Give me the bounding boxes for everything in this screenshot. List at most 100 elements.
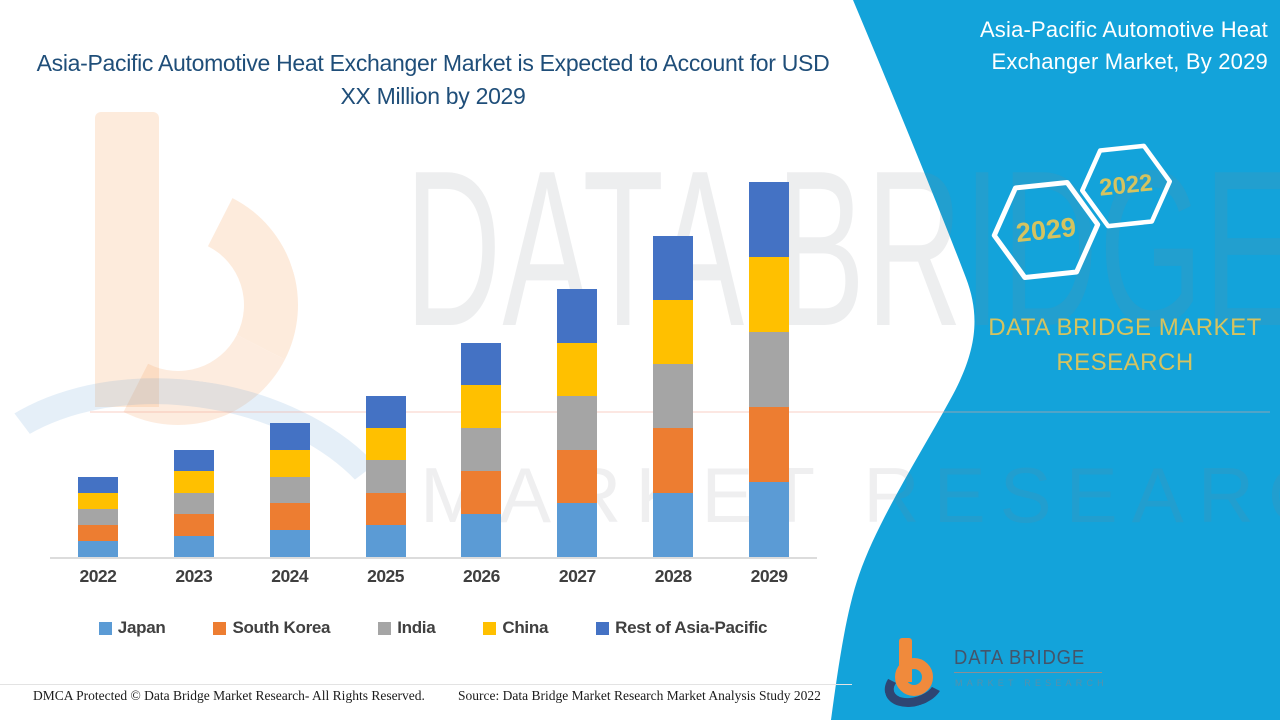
bar-segment-south-korea (77, 524, 118, 541)
bar-slot-2028: 2028 (625, 170, 721, 586)
databridge-logo: DATA BRIDGE MARKET RESEARCH (878, 638, 1266, 716)
legend-label: India (397, 618, 436, 637)
x-axis-label: 2024 (271, 566, 309, 586)
logo-underline (954, 672, 1102, 673)
x-axis-label: 2029 (750, 566, 788, 586)
footer-dmca-text: DMCA Protected © Data Bridge Market Rese… (33, 688, 425, 703)
stacked-bar-chart: 2022 2023 2024 2025 2026 2027 2028 2029 (50, 170, 817, 586)
legend-item-india: India (378, 618, 436, 638)
legend-swatch-icon (98, 621, 112, 635)
bar-segment-china (557, 342, 598, 397)
legend-label: Japan (117, 618, 166, 637)
bar-slot-2026: 2026 (434, 170, 530, 586)
logo-subtitle: MARKET RESEARCH (955, 678, 1108, 688)
bar-2027 (557, 289, 598, 557)
chart-title: Asia-Pacific Automotive Heat Exchanger M… (36, 50, 830, 109)
bar-segment-china (77, 492, 118, 509)
x-axis-label: 2027 (558, 566, 596, 586)
hexagon-badge-2022: 2022 (1075, 139, 1177, 232)
bar-slot-2023: 2023 (146, 170, 242, 586)
bar-segment-india (173, 492, 214, 515)
bar-segment-india (749, 332, 790, 407)
bar-segment-japan (461, 514, 502, 557)
legend-swatch-icon (483, 621, 497, 635)
bar-segment-japan (557, 503, 598, 557)
bar-2022 (77, 476, 118, 557)
bar-slot-2024: 2024 (242, 170, 338, 586)
bar-segment-rest-of-asia-pacific (173, 450, 214, 472)
bar-segment-south-korea (461, 471, 502, 515)
legend-label: China (502, 618, 549, 637)
footer-divider (0, 684, 852, 685)
bar-segment-rest-of-asia-pacific (461, 342, 502, 386)
bar-2028 (653, 235, 694, 557)
bar-segment-south-korea (653, 428, 694, 493)
bar-segment-south-korea (173, 514, 214, 536)
watermark-databridge-text: DATA BRIDGE (405, 125, 1280, 373)
bar-segment-china (365, 428, 406, 461)
bar-2025 (365, 396, 406, 557)
hexagon-outline (1079, 143, 1173, 229)
x-axis-label: 2026 (462, 566, 500, 586)
bar-2026 (461, 342, 502, 557)
bar-slot-2022: 2022 (50, 170, 146, 586)
bar-2023 (173, 450, 214, 557)
bar-segment-japan (653, 492, 694, 557)
bar-segment-south-korea (749, 407, 790, 482)
bar-segment-india (365, 460, 406, 493)
bar-segment-japan (365, 524, 406, 557)
bar-segment-china (749, 257, 790, 332)
bar-segment-rest-of-asia-pacific (653, 235, 694, 300)
bar-segment-rest-of-asia-pacific (77, 476, 118, 493)
legend-label: Rest of Asia-Pacific (615, 618, 768, 637)
legend-swatch-icon (378, 621, 392, 635)
bar-segment-india (653, 364, 694, 429)
x-axis-label: 2023 (175, 566, 213, 586)
bar-segment-rest-of-asia-pacific (269, 423, 310, 450)
legend-label: South Korea (232, 618, 331, 637)
bar-segment-japan (173, 535, 214, 557)
x-axis-label: 2028 (654, 566, 692, 586)
legend-item-rest-of-asia-pacific: Rest of Asia-Pacific (596, 618, 768, 638)
panel-brand-caption: DATA BRIDGE MARKET RESEARCH (988, 314, 1262, 376)
legend-item-china: China (483, 618, 548, 638)
bar-segment-rest-of-asia-pacific (557, 289, 598, 343)
plot-area: 2022 2023 2024 2025 2026 2027 2028 2029 (50, 170, 817, 586)
bar-segment-japan (269, 530, 310, 557)
bar-segment-india (269, 476, 310, 504)
chart-legend: Japan South Korea India China Rest of Asia-P… (33, 618, 833, 638)
bar-slot-2025: 2025 (338, 170, 434, 586)
bar-segment-japan (749, 482, 790, 557)
bar-segment-japan (77, 540, 118, 557)
hexagon-outline (991, 180, 1101, 280)
bar-2029 (749, 182, 790, 557)
hexagon-badge-2029: 2029 (985, 174, 1107, 285)
watermark-b-stem (95, 112, 159, 407)
bar-slot-2027: 2027 (529, 170, 625, 586)
bar-segment-china (653, 299, 694, 365)
bar-segment-china (461, 385, 502, 429)
bar-2024 (269, 423, 310, 557)
bar-segment-china (269, 449, 310, 477)
bar-segment-south-korea (269, 503, 310, 531)
bar-segment-china (173, 471, 214, 493)
legend-swatch-icon (213, 621, 227, 635)
legend-item-japan: Japan (98, 618, 166, 638)
hexagon-year-label: 2029 (1014, 211, 1078, 248)
bar-segment-south-korea (557, 449, 598, 504)
legend-item-south-korea: South Korea (213, 618, 331, 638)
bar-segment-india (557, 396, 598, 450)
x-axis-label: 2025 (367, 566, 405, 586)
x-axis-label: 2022 (79, 566, 117, 586)
legend-swatch-icon (596, 621, 610, 635)
bar-segment-india (77, 508, 118, 525)
bar-segment-india (461, 428, 502, 472)
logo-b-bowl-icon (895, 658, 933, 696)
footer-source-text: Source: Data Bridge Market Research Mark… (458, 688, 821, 703)
bar-segment-rest-of-asia-pacific (749, 182, 790, 257)
bar-slot-2029: 2029 (721, 170, 817, 586)
logo-swoosh-icon (878, 655, 950, 715)
bar-segment-south-korea (365, 492, 406, 525)
